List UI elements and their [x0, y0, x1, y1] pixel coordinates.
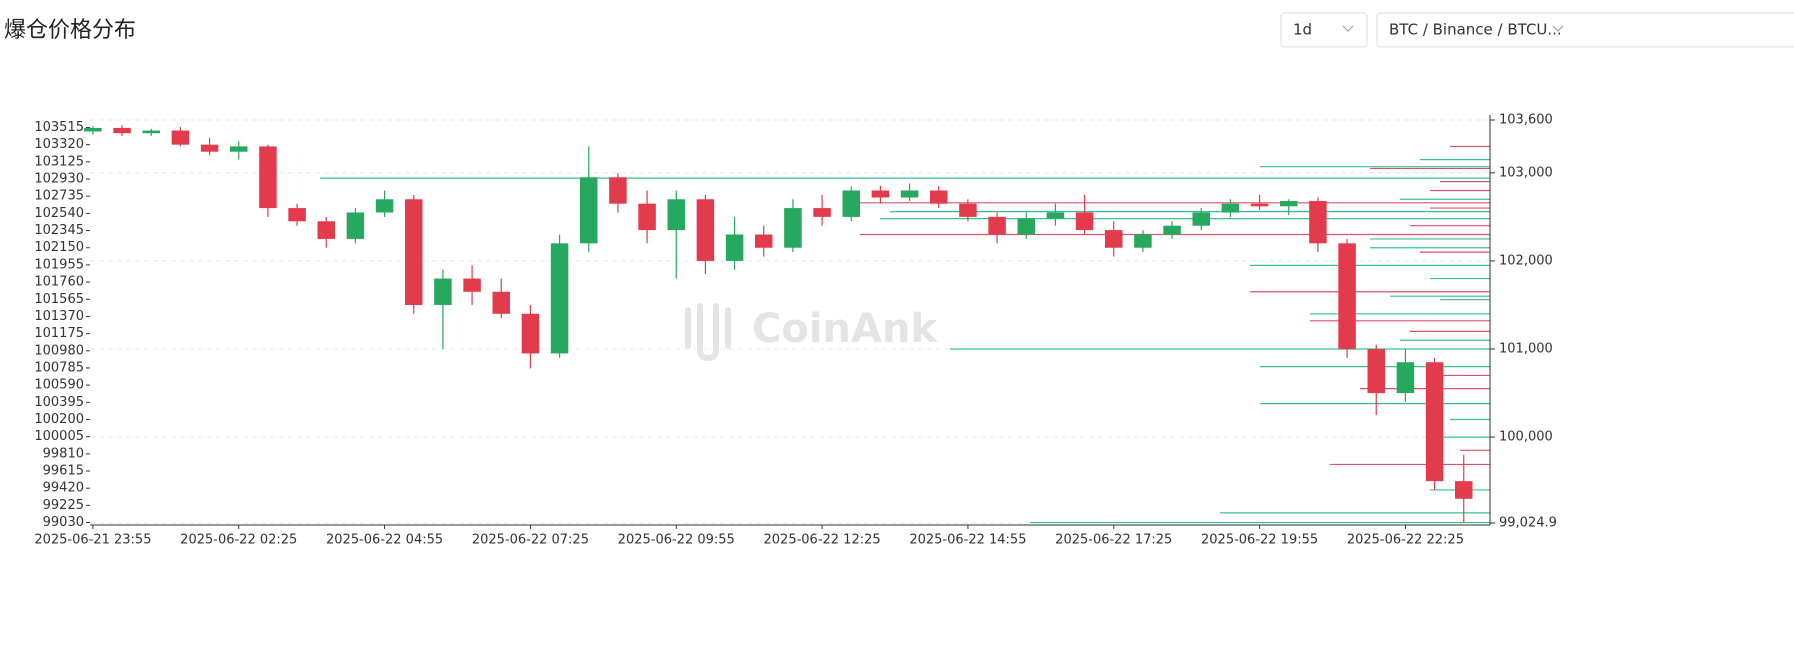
- candle-body: [375, 199, 394, 213]
- symbol-value[interactable]: BTC / Binance / BTCU...: [1389, 21, 1562, 39]
- x-tick-label: 2025-06-22 12:25: [764, 533, 881, 548]
- x-tick-label: 2025-06-22 02:25: [180, 533, 297, 548]
- y2-tick-label: 100,000: [1499, 430, 1553, 445]
- y2-tick-label: 101,000: [1499, 342, 1553, 357]
- candle-body: [725, 234, 744, 261]
- y-tick-label: 101760: [34, 275, 84, 290]
- candle-body: [259, 146, 277, 209]
- candle-body: [317, 221, 335, 239]
- y-tick-label: 102735: [34, 189, 84, 204]
- candle-body: [755, 234, 773, 248]
- candle-body: [1046, 212, 1065, 219]
- candle-body: [434, 278, 452, 305]
- candle-body: [1338, 243, 1356, 350]
- candle-body: [1396, 362, 1415, 394]
- candle-body: [1455, 481, 1473, 499]
- y-tick-label: 101370: [34, 309, 84, 324]
- y-tick-label: 100785: [34, 360, 84, 375]
- candle-body: [550, 243, 569, 354]
- candle-body: [1280, 201, 1298, 207]
- interval-value[interactable]: 1d: [1293, 21, 1312, 39]
- candle-body: [609, 177, 627, 204]
- candle-body: [1105, 230, 1123, 248]
- y-tick-label: 103515: [34, 120, 84, 135]
- candle-body: [200, 144, 219, 152]
- y-tick-label: 100590: [34, 378, 84, 393]
- y-tick-label: 99420: [43, 481, 84, 496]
- x-tick-label: 2025-06-22 07:25: [472, 533, 589, 548]
- y-tick-label: 103320: [34, 137, 84, 152]
- candle-body: [813, 208, 831, 217]
- y-tick-label: 99810: [43, 446, 84, 461]
- candle-body: [1163, 225, 1181, 235]
- candle-body: [346, 212, 365, 239]
- candle-body: [521, 313, 540, 354]
- x-tick-label: 2025-06-22 04:55: [326, 533, 443, 548]
- x-tick-label: 2025-06-22 17:25: [1055, 533, 1172, 548]
- symbol-select[interactable]: [1376, 12, 1794, 48]
- candle-body: [842, 190, 860, 217]
- candle-body: [1221, 203, 1240, 213]
- y-tick-label: 100395: [34, 395, 84, 410]
- watermark: CoinAnk: [752, 306, 938, 352]
- candle-body: [463, 278, 481, 292]
- y-tick-label: 100200: [34, 412, 84, 427]
- y2-tick-label: 103,600: [1499, 113, 1553, 128]
- y-tick-label: 99225: [43, 498, 84, 513]
- candle-body: [638, 203, 656, 231]
- candle-body: [1367, 349, 1385, 394]
- y-tick-label: 102150: [34, 240, 84, 255]
- candle-body: [1017, 218, 1035, 235]
- candle-body: [784, 208, 802, 248]
- y-tick-label: 101955: [34, 257, 84, 272]
- candle-body: [1250, 203, 1269, 207]
- candle-body: [230, 146, 248, 152]
- candle-body: [1192, 212, 1210, 226]
- candle-body: [1309, 201, 1327, 244]
- y-tick-label: 100980: [34, 343, 84, 358]
- x-tick-label: 2025-06-22 19:55: [1201, 533, 1318, 548]
- chevron: [1342, 25, 1354, 32]
- interval-select[interactable]: [1280, 12, 1368, 48]
- candle-body: [1075, 212, 1094, 231]
- y2-tick-label: 103,000: [1499, 165, 1553, 180]
- y-tick-label: 102540: [34, 206, 84, 221]
- y-tick-label: 100005: [34, 429, 84, 444]
- y-tick-label: 102345: [34, 223, 84, 238]
- candle-body: [930, 190, 948, 204]
- x-tick-label: 2025-06-22 22:25: [1347, 533, 1464, 548]
- candle-body: [405, 199, 423, 305]
- y-tick-label: 103125: [34, 154, 84, 169]
- y-tick-label: 99615: [43, 464, 84, 479]
- candle-body: [959, 203, 977, 217]
- x-tick-label: 2025-06-22 14:55: [909, 533, 1026, 548]
- candle-body: [142, 130, 160, 134]
- watermark-logo: [685, 303, 731, 362]
- candle-body: [171, 130, 190, 145]
- x-tick-label: 2025-06-21 23:55: [34, 533, 151, 548]
- y-tick-label: 101175: [34, 326, 84, 341]
- x-tick-label: 2025-06-22 09:55: [618, 533, 735, 548]
- chevron: [1552, 25, 1564, 32]
- candle-body: [871, 190, 890, 198]
- candle-body: [1134, 234, 1152, 248]
- candle-body: [696, 199, 715, 261]
- candle-body: [113, 127, 131, 134]
- y2-tick-label: 102,000: [1499, 253, 1553, 268]
- candle-body: [84, 127, 102, 132]
- page-title: 爆仓价格分布: [4, 18, 136, 43]
- y2-tick-label: 99,024.9: [1499, 516, 1557, 531]
- candle-body: [492, 291, 510, 314]
- candle-body: [988, 216, 1006, 235]
- y-tick-label: 101565: [34, 292, 84, 307]
- candle-body: [580, 177, 598, 244]
- candle-body: [288, 208, 306, 222]
- y-tick-label: 99030: [43, 515, 84, 530]
- candle-body: [667, 199, 685, 231]
- y-tick-label: 102930: [34, 172, 84, 187]
- candle-body: [900, 190, 919, 198]
- candle-body: [1425, 362, 1444, 482]
